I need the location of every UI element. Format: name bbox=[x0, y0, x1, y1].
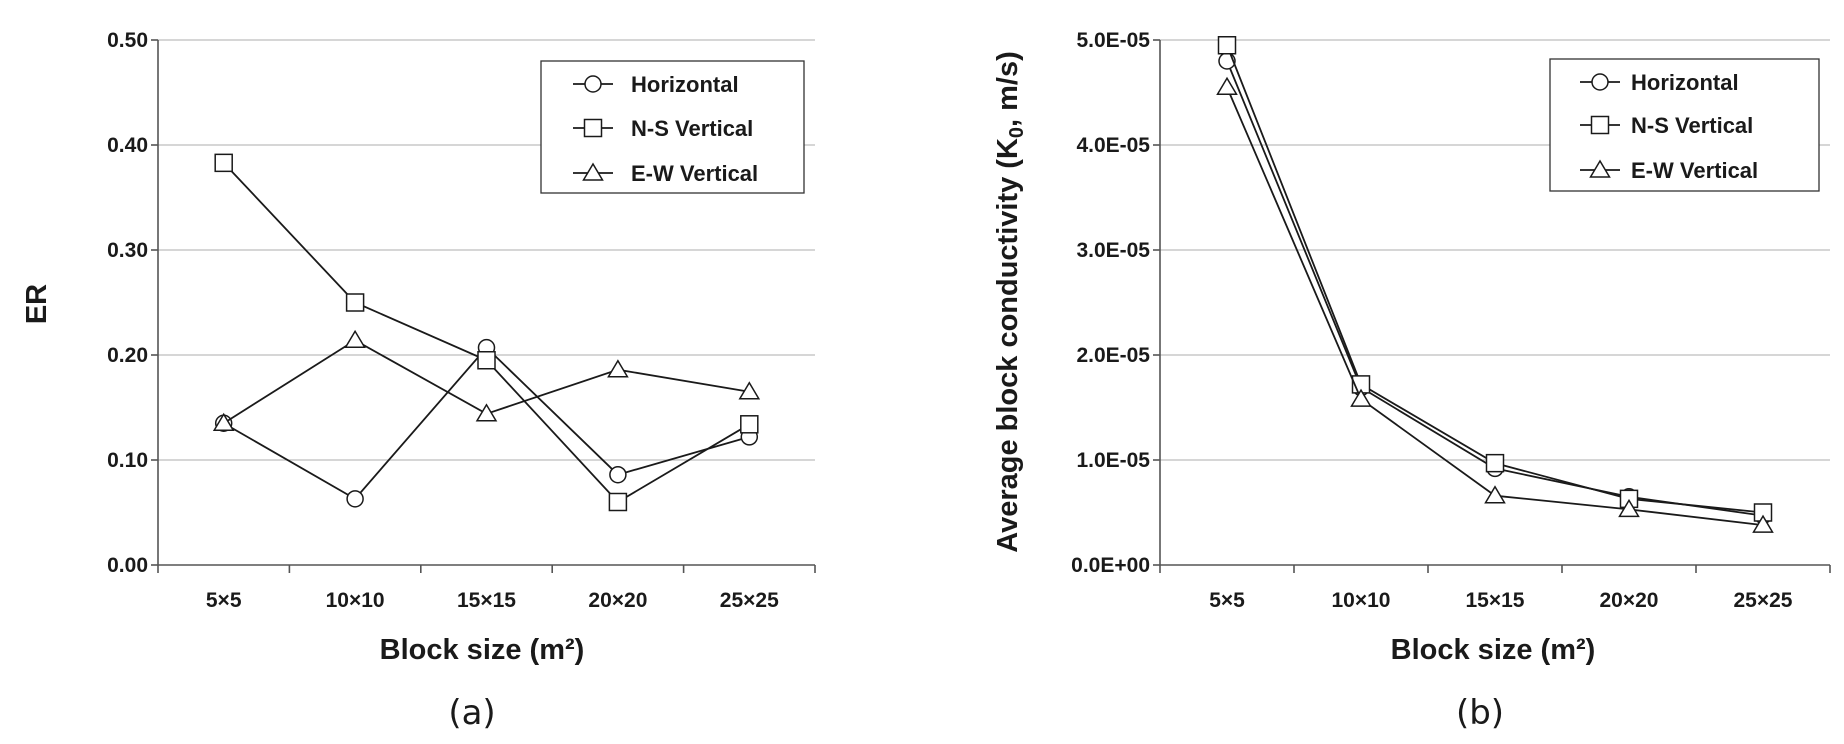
panel-a-series-n-s-vertical-point bbox=[345, 293, 365, 312]
panel-a-series-n-s-vertical-point bbox=[477, 351, 496, 370]
panel-a-series-horizontal-point bbox=[609, 465, 627, 484]
chart-panel-b: 0.0E+00 1.0E-05 2.0E-05 3.0E-05 4.0E-05 5.0E-… bbox=[992, 29, 1831, 733]
panel-b-x-tick-label: 25×25 bbox=[1734, 589, 1793, 612]
panel-a-series-e-w-vertical-point bbox=[212, 412, 235, 431]
panel-b-series-e-w-vertical-point bbox=[1618, 498, 1640, 518]
panel-b-series-n-s-vertical-point bbox=[1217, 36, 1237, 55]
panel-a-y-tick-label: 0.00 bbox=[107, 554, 148, 577]
panel-a-x-tick-label: 5×5 bbox=[206, 589, 242, 612]
panel-a-label: (a) bbox=[448, 693, 495, 733]
panel-b-y-tick-label: 0.0E+00 bbox=[1071, 554, 1150, 577]
panel-a-legend-entry-n-s-vertical-label: N-S Vertical bbox=[631, 116, 753, 141]
panel-b-y-tick-label: 5.0E-05 bbox=[1076, 29, 1150, 52]
panel-a-y-tick-label: 0.20 bbox=[107, 344, 148, 367]
panel-b-series-e-w-vertical-point bbox=[1752, 514, 1774, 533]
panel-a-series-horizontal-line bbox=[223, 346, 750, 500]
panel-a-y-tick-label: 0.40 bbox=[107, 134, 148, 157]
panel-a-legend-entry-horizontal-marker bbox=[584, 75, 602, 93]
panel-a-x-tick-label: 10×10 bbox=[326, 589, 385, 612]
panel-b-legend-entry-horizontal-label: Horizontal bbox=[1631, 70, 1739, 95]
panel-a-series-e-w-vertical-point bbox=[344, 329, 366, 349]
panel-b-y-tick-label: 3.0E-05 bbox=[1076, 239, 1150, 262]
panel-b-x-axis-title: Block size (m²) bbox=[1391, 634, 1596, 666]
panel-a-legend-entry-e-w-vertical-marker bbox=[582, 162, 604, 181]
panel-a-legend-entry-n-s-vertical-marker bbox=[583, 118, 603, 138]
panel-a-y-tick-label: 0.10 bbox=[107, 449, 148, 472]
panel-a-x-tick-label: 15×15 bbox=[457, 589, 516, 612]
panel-b-x-tick-label: 15×15 bbox=[1466, 589, 1525, 612]
panel-b-x-tick-label: 10×10 bbox=[1332, 589, 1391, 612]
panel-b-legend-entry-e-w-vertical-label: E-W Vertical bbox=[1631, 158, 1758, 183]
panel-b-label: (b) bbox=[1456, 693, 1504, 733]
panel-b-x-tick-label: 20×20 bbox=[1600, 589, 1659, 612]
panel-b-y-axis-title-subscript: 0 bbox=[1006, 127, 1028, 138]
panel-b-y-axis-title: Average block conductivity (K0, m/s) bbox=[992, 51, 1028, 553]
panel-a-y-axis-title: ER bbox=[21, 284, 53, 324]
panel-a-series-e-w-vertical-point bbox=[738, 381, 761, 400]
panel-b-y-axis-title-tail: , m/s) bbox=[992, 51, 1024, 127]
panel-a-series-n-s-vertical-point bbox=[214, 153, 233, 173]
panel-b-y-axis-title-main: Average block conductivity (K bbox=[992, 138, 1024, 553]
chart-panel-a: 0.00 0.10 0.20 0.30 0.40 0.50 5×5 10×10 15×15 20×… bbox=[21, 29, 816, 733]
panel-a-series-n-s-vertical-point bbox=[608, 492, 628, 512]
panel-b-series-n-s-vertical-point bbox=[1485, 453, 1505, 473]
panel-b-series-e-w-vertical-point bbox=[1350, 388, 1372, 407]
panel-a-series-n-s-vertical-line bbox=[223, 162, 750, 504]
panel-a-x-tick-label: 25×25 bbox=[720, 589, 779, 612]
panel-b-series-e-w-vertical-point bbox=[1484, 485, 1506, 504]
panel-b-legend-entry-n-s-vertical-marker bbox=[1590, 115, 1610, 135]
panel-b-y-tick-label: 2.0E-05 bbox=[1076, 344, 1150, 367]
panel-b-y-tick-label: 4.0E-05 bbox=[1076, 134, 1150, 157]
panel-a-x-axis-title: Block size (m²) bbox=[380, 634, 585, 666]
panel-a-y-tick-label: 0.50 bbox=[107, 29, 148, 52]
panel-a-y-tick-label: 0.30 bbox=[107, 239, 148, 262]
panel-b-legend-entry-e-w-vertical-marker bbox=[1589, 159, 1611, 178]
panel-a-x-tick-label: 20×20 bbox=[588, 589, 647, 612]
panel-a-series-e-w-vertical-point bbox=[607, 359, 629, 378]
panel-a-series-e-w-vertical-point bbox=[475, 403, 498, 422]
panel-b-x-tick-label: 5×5 bbox=[1209, 589, 1245, 612]
panel-a-legend-entry-e-w-vertical-label: E-W Vertical bbox=[631, 161, 758, 186]
panel-b-legend-entry-horizontal-marker bbox=[1591, 73, 1609, 91]
panel-b-y-tick-label: 1.0E-05 bbox=[1076, 449, 1150, 472]
panel-b-legend-entry-n-s-vertical-label: N-S Vertical bbox=[1631, 113, 1753, 138]
panel-a-series-horizontal-point bbox=[346, 490, 364, 508]
panel-a-series-n-s-vertical-point bbox=[740, 415, 759, 434]
panel-a-legend-entry-horizontal-label: Horizontal bbox=[631, 72, 739, 97]
panel-b-series-e-w-vertical-point bbox=[1216, 76, 1238, 95]
